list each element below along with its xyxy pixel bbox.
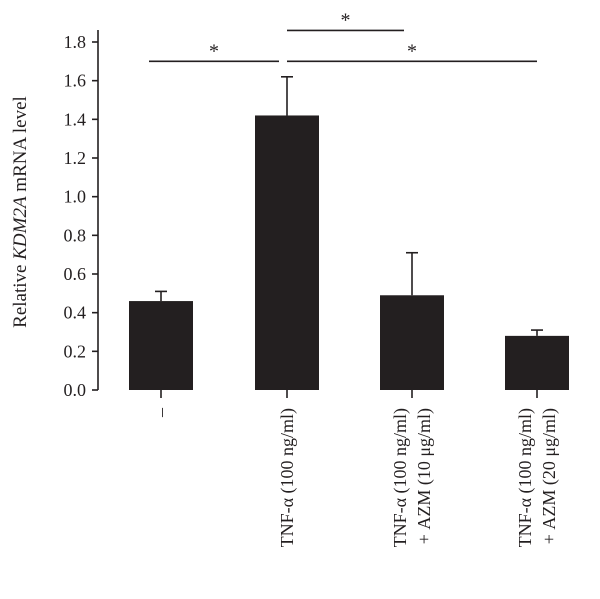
y-axis-title: Relative KDM2A mRNA level	[10, 96, 31, 328]
y-tick-label: 0.8	[64, 225, 87, 245]
y-tick-label: 1.4	[64, 109, 87, 129]
significance-star: *	[341, 9, 351, 31]
x-tick-label: TNF-α (100 ng/ml)	[277, 408, 298, 547]
x-tick-label: TNF-α (100 ng/ml) + AZM (10 μg/ml)	[390, 408, 435, 547]
x-tick-label: TNF-α (100 ng/ml) + AZM (20 μg/ml)	[515, 408, 560, 547]
y-tick-label: 0.4	[64, 303, 87, 323]
y-tick-label: 0.2	[64, 341, 87, 361]
bar	[505, 335, 569, 390]
y-tick-label: 1.0	[64, 187, 87, 207]
bar	[380, 295, 444, 390]
y-tick-label: 1.6	[64, 71, 87, 91]
bar	[255, 115, 319, 390]
y-tick-label: 1.8	[64, 32, 87, 52]
y-tick-label: 0.6	[64, 264, 87, 284]
x-tick-label: –	[151, 407, 171, 418]
bar	[129, 301, 193, 390]
y-tick-label: 1.2	[64, 148, 87, 168]
significance-star: *	[209, 40, 219, 62]
significance-star: *	[407, 40, 417, 62]
y-tick-label: 0.0	[64, 380, 87, 400]
